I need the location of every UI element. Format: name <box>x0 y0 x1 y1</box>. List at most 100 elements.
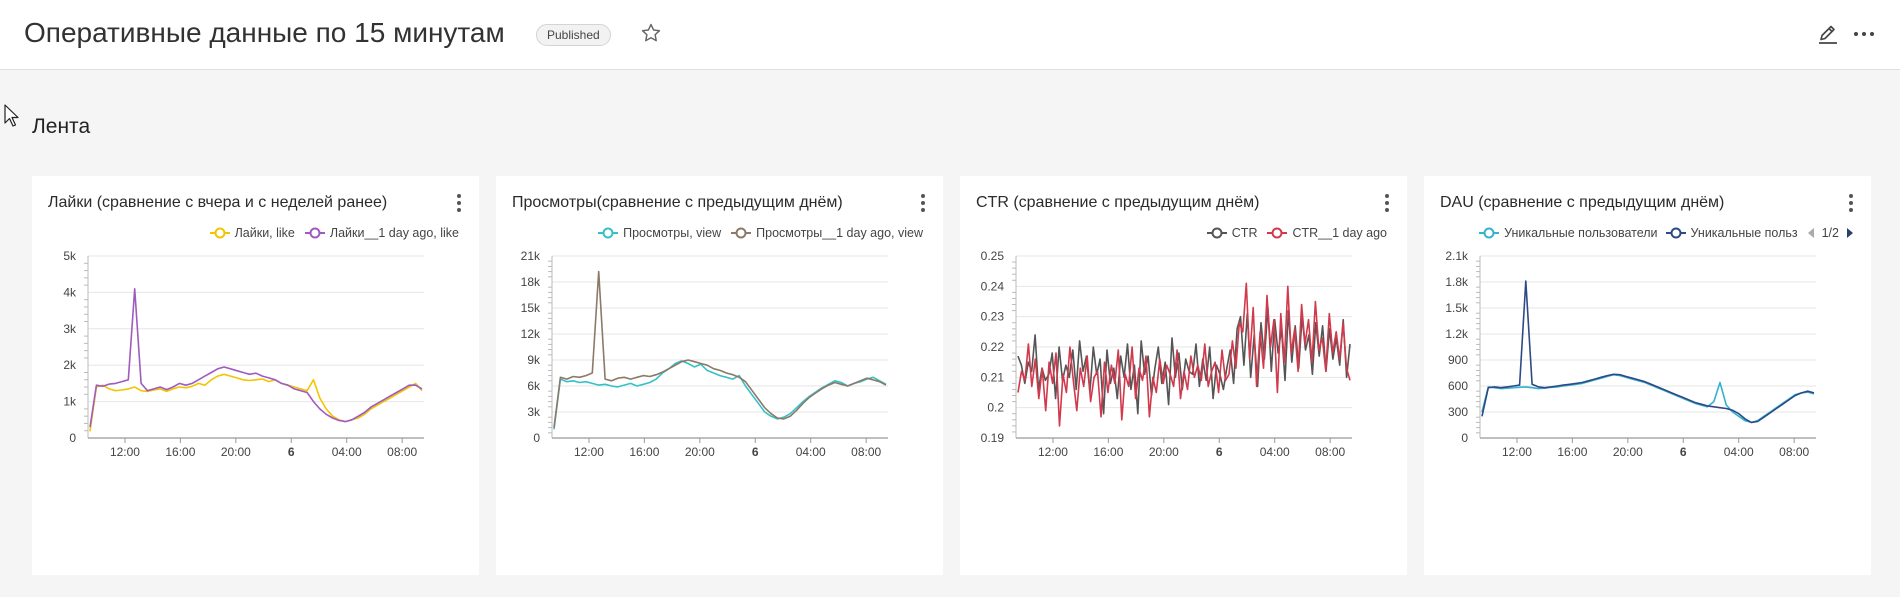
y-tick-label: 3k <box>527 405 541 419</box>
y-tick-label: 1.5k <box>1445 301 1469 315</box>
x-tick-label: 16:00 <box>629 445 659 459</box>
series-line <box>1481 280 1815 424</box>
x-tick-label: 6 <box>752 445 759 459</box>
legend-item[interactable]: Просмотры, view <box>598 226 721 240</box>
y-tick-label: 600 <box>1448 379 1468 393</box>
chart-legend: Просмотры, view Просмотры__1 day ago, vi… <box>598 224 923 242</box>
chart-title: Просмотры(сравнение с предыдущим днём) <box>512 194 843 211</box>
section-title: Лента <box>32 115 91 138</box>
y-tick-label: 1k <box>63 395 77 409</box>
chart-title: DAU (сравнение с предыдущим днём) <box>1440 194 1725 211</box>
legend-item[interactable]: Просмотры__1 day ago, view <box>731 226 923 240</box>
next-page-icon[interactable] <box>1845 227 1855 239</box>
legend-marker-icon <box>731 227 752 239</box>
chart-card-views: Просмотры(сравнение с предыдущим днём) П… <box>496 176 943 575</box>
legend-pager: 1/2 <box>1806 226 1855 240</box>
kebab-icon[interactable] <box>1383 193 1391 213</box>
x-tick-label: 20:00 <box>1149 445 1179 459</box>
legend-label: CTR__1 day ago <box>1292 226 1387 240</box>
x-tick-label: 16:00 <box>1557 445 1587 459</box>
x-tick-label: 08:00 <box>387 445 417 459</box>
edit-icon[interactable] <box>1816 22 1840 46</box>
legend-item[interactable]: Лайки__1 day ago, like <box>304 226 459 240</box>
x-tick-label: 12:00 <box>110 445 140 459</box>
star-icon[interactable] <box>640 22 662 44</box>
y-tick-label: 18k <box>521 275 541 289</box>
y-tick-label: 300 <box>1448 405 1468 419</box>
x-tick-label: 6 <box>1216 445 1223 459</box>
prev-page-icon[interactable] <box>1806 227 1816 239</box>
x-tick-label: 08:00 <box>851 445 881 459</box>
legend-marker-icon <box>1206 227 1227 239</box>
series-line <box>553 270 887 428</box>
legend-label: Просмотры, view <box>623 226 722 240</box>
mouse-cursor-icon <box>4 104 19 127</box>
page-title: Оперативные данные по 15 минутам <box>24 17 505 48</box>
y-tick-label: 2k <box>63 358 77 372</box>
y-tick-label: 900 <box>1448 353 1468 367</box>
x-tick-label: 16:00 <box>165 445 195 459</box>
legend-marker-icon <box>1267 227 1288 239</box>
chart-card-likes: Лайки (сравнение с вчера и с неделей ран… <box>32 176 479 575</box>
legend-label: Уникальные польз <box>1690 226 1798 240</box>
kebab-icon[interactable] <box>1847 193 1855 213</box>
legend-item[interactable]: Уникальные польз <box>1665 226 1798 240</box>
legend-label: Лайки__1 day ago, like <box>329 226 459 240</box>
chart-legend: CTR CTR__1 day ago <box>1206 224 1387 242</box>
x-tick-label: 12:00 <box>1038 445 1068 459</box>
line-chart[interactable]: 0 300 600 900 1.2k 1.5k 1.8k 2.1k 12:00 16:00 20:0… <box>1424 246 1871 575</box>
y-tick-label: 12k <box>521 327 541 341</box>
y-tick-label: 0.2 <box>987 401 1004 415</box>
x-tick-label: 12:00 <box>1502 445 1532 459</box>
x-tick-label: 20:00 <box>685 445 715 459</box>
legend-item[interactable]: CTR__1 day ago <box>1267 226 1387 240</box>
legend-label: Лайки, like <box>234 226 295 240</box>
status-badge: Published <box>536 24 611 46</box>
y-tick-label: 0 <box>533 431 540 445</box>
y-tick-label: 1.2k <box>1445 327 1469 341</box>
series-line <box>89 373 423 432</box>
kebab-icon[interactable] <box>919 193 927 213</box>
x-tick-label: 6 <box>1680 445 1687 459</box>
chart-title: Лайки (сравнение с вчера и с неделей ран… <box>48 194 388 211</box>
legend-marker-icon <box>209 227 230 239</box>
legend-label: Уникальные пользователи <box>1504 226 1658 240</box>
y-tick-label: 0 <box>69 431 76 445</box>
y-tick-label: 4k <box>63 285 77 299</box>
x-tick-label: 04:00 <box>332 445 362 459</box>
chart-legend: Уникальные пользователи Уникальные польз… <box>1479 224 1855 242</box>
dashboard-header: Оперативные данные по 15 минутам Publish… <box>0 0 1900 70</box>
x-tick-label: 08:00 <box>1779 445 1809 459</box>
y-tick-label: 0 <box>1461 431 1468 445</box>
legend-marker-icon <box>1479 227 1500 239</box>
y-tick-label: 9k <box>527 353 541 367</box>
y-tick-label: 3k <box>63 322 77 336</box>
y-tick-label: 1.8k <box>1445 275 1469 289</box>
legend-label: Просмотры__1 day ago, view <box>756 226 923 240</box>
series-line <box>553 360 887 430</box>
series-line <box>89 287 423 428</box>
legend-item[interactable]: CTR <box>1206 226 1257 240</box>
legend-marker-icon <box>598 227 619 239</box>
legend-item[interactable]: Уникальные пользователи <box>1479 226 1658 240</box>
series-line <box>1017 282 1351 427</box>
kebab-icon[interactable] <box>455 193 463 213</box>
line-chart[interactable]: 0.19 0.2 0.21 0.22 0.23 0.24 0.25 12:00 16:00 20:… <box>960 246 1407 575</box>
x-tick-label: 04:00 <box>1260 445 1290 459</box>
y-tick-label: 0.25 <box>981 249 1005 263</box>
chart-card-ctr: CTR (сравнение с предыдущим днём) CTR CT… <box>960 176 1407 575</box>
x-tick-label: 6 <box>288 445 295 459</box>
x-tick-label: 04:00 <box>1724 445 1754 459</box>
y-tick-label: 0.24 <box>981 279 1005 293</box>
y-tick-label: 5k <box>63 249 77 263</box>
chart-legend: Лайки, like Лайки__1 day ago, like <box>209 224 459 242</box>
x-tick-label: 20:00 <box>1613 445 1643 459</box>
x-tick-label: 12:00 <box>574 445 604 459</box>
y-tick-label: 0.22 <box>981 340 1005 354</box>
line-chart[interactable]: 0 3k 6k 9k 12k 15k 18k 21k 12:00 16:00 20:00 6 04:00… <box>496 246 943 575</box>
y-tick-label: 21k <box>521 249 541 263</box>
legend-marker-icon <box>1665 227 1686 239</box>
legend-item[interactable]: Лайки, like <box>209 226 295 240</box>
more-icon[interactable] <box>1852 22 1876 46</box>
line-chart[interactable]: 0 1k 2k 3k 4k 5k 12:00 16:00 20:00 6 04:00 08:00 <box>32 246 479 575</box>
